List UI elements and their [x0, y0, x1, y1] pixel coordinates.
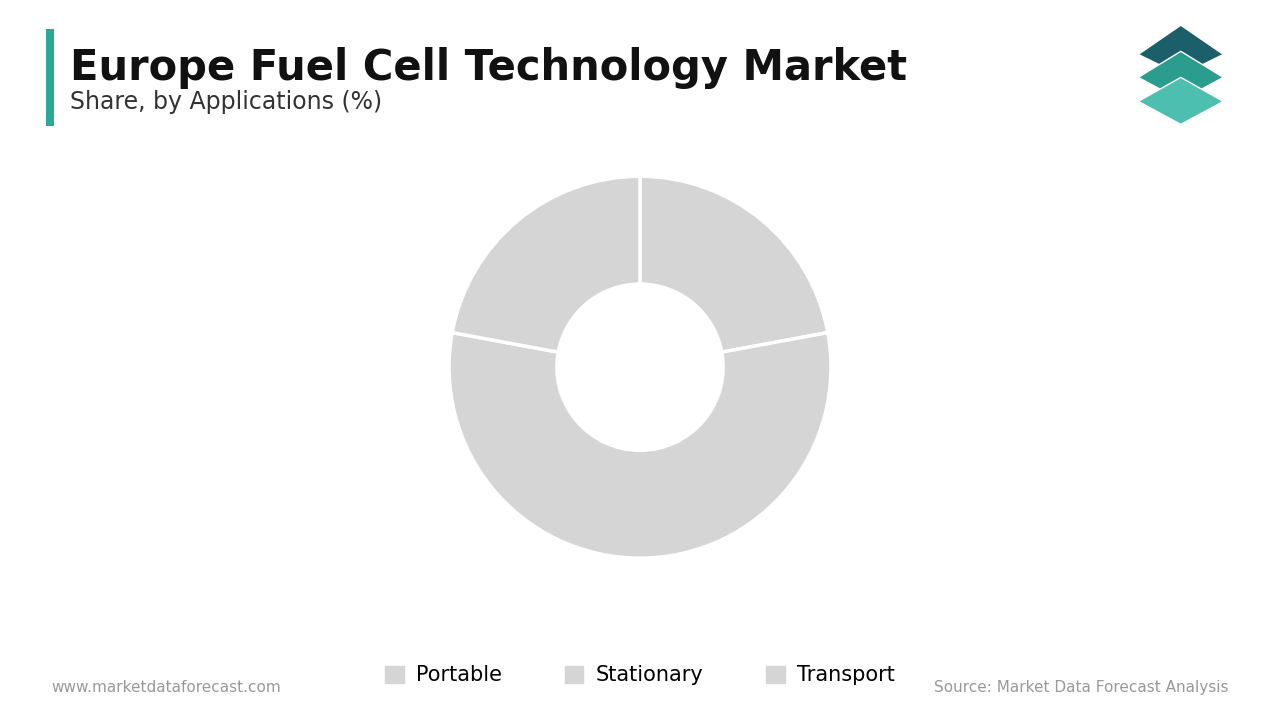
Text: www.marketdataforecast.com: www.marketdataforecast.com	[51, 680, 280, 695]
Legend: Portable, Stationary, Transport: Portable, Stationary, Transport	[376, 657, 904, 694]
Text: Europe Fuel Cell Technology Market: Europe Fuel Cell Technology Market	[70, 47, 908, 89]
Polygon shape	[1138, 25, 1224, 76]
Wedge shape	[449, 333, 831, 558]
Wedge shape	[452, 176, 640, 352]
Text: Share, by Applications (%): Share, by Applications (%)	[70, 90, 383, 114]
Polygon shape	[1138, 78, 1224, 125]
Text: Source: Market Data Forecast Analysis: Source: Market Data Forecast Analysis	[934, 680, 1229, 695]
Polygon shape	[1138, 51, 1224, 100]
Wedge shape	[640, 176, 828, 352]
